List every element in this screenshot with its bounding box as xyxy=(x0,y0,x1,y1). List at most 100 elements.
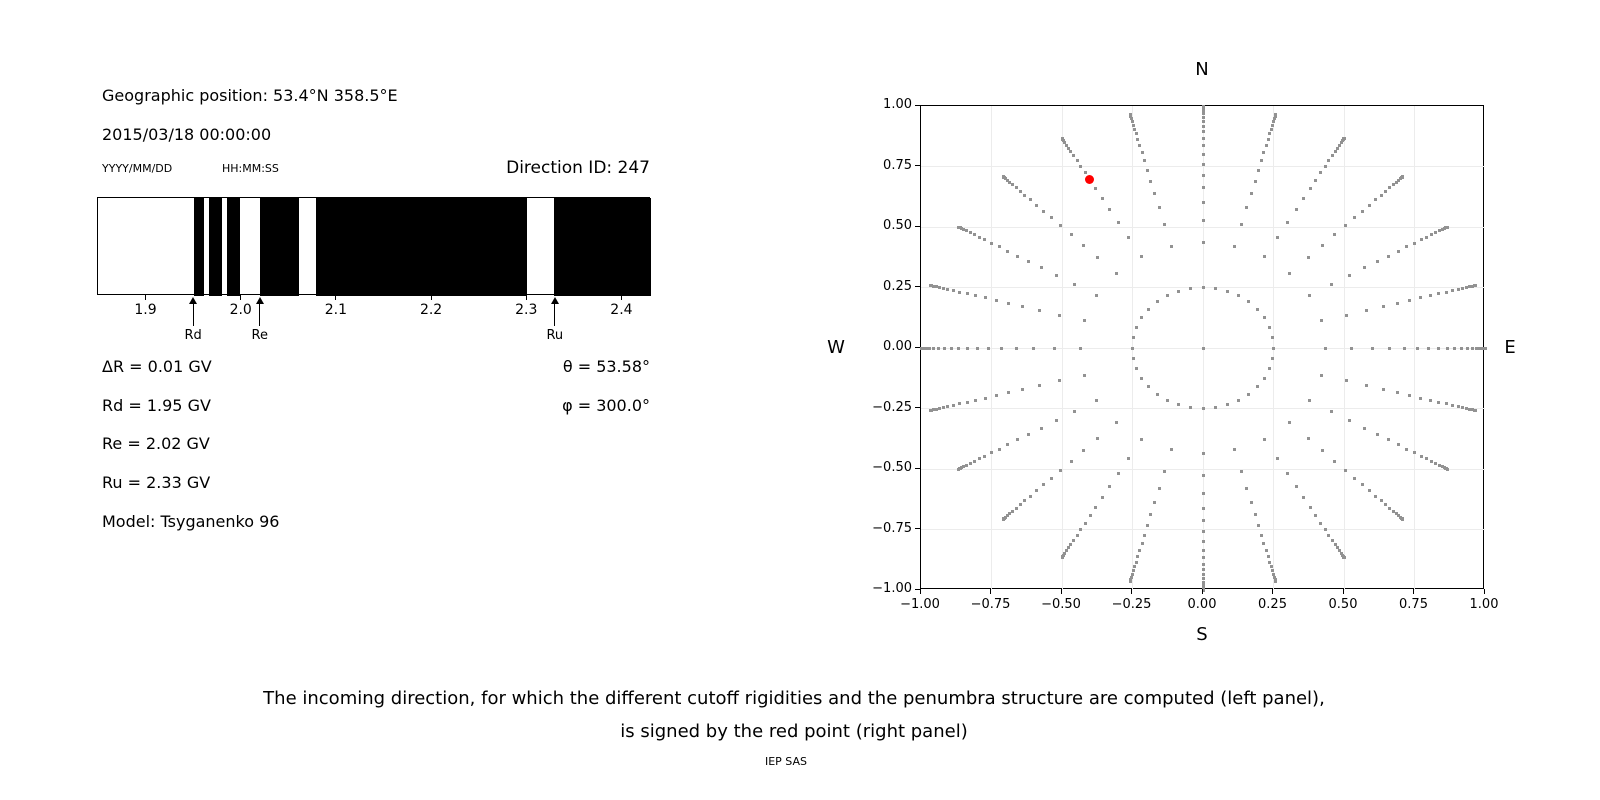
grid-dot xyxy=(1262,376,1266,380)
grid-dot xyxy=(1419,296,1423,300)
grid-dot xyxy=(937,285,941,289)
grid-dot xyxy=(1308,505,1312,509)
grid-dot xyxy=(1333,150,1337,154)
grid-dot xyxy=(1374,494,1378,498)
grid-dot xyxy=(1075,159,1079,163)
grid-dot xyxy=(1201,491,1205,495)
grid-dot xyxy=(1320,373,1324,377)
y-tick-label: 0.50 xyxy=(883,218,912,233)
grid-dot xyxy=(1320,319,1324,323)
grid-dot xyxy=(1288,271,1292,275)
grid-dot xyxy=(983,238,987,242)
grid-dot xyxy=(1157,206,1161,210)
grid-dot xyxy=(965,346,969,350)
grid-dot xyxy=(1459,346,1463,350)
grid-dot xyxy=(1078,346,1082,350)
grid-dot xyxy=(1437,292,1441,296)
grid-dot xyxy=(1256,168,1260,172)
grid-dot xyxy=(1006,514,1010,518)
grid-dot xyxy=(1140,541,1144,545)
delta-r-text: ΔR = 0.01 GV xyxy=(102,357,212,376)
x-tick-label: 2.4 xyxy=(610,302,633,318)
x-tick-mark xyxy=(145,295,147,300)
y-tick-label: 0.00 xyxy=(883,339,912,354)
y-tick-label: 0.25 xyxy=(883,278,912,294)
grid-dot xyxy=(1201,136,1205,140)
grid-dot xyxy=(1034,203,1038,207)
grid-dot xyxy=(1006,249,1010,253)
grid-dot xyxy=(1006,391,1010,395)
geographic-position-text: Geographic position: 53.4°N 358.5°E xyxy=(102,86,398,105)
grid-dot xyxy=(1468,407,1472,411)
grid-dot xyxy=(962,227,966,231)
grid-dot xyxy=(1128,112,1132,116)
grid-dot xyxy=(1321,449,1325,453)
grid-dot xyxy=(1059,468,1063,472)
grid-dot xyxy=(1402,346,1406,350)
grid-dot xyxy=(1338,143,1342,147)
grid-dot xyxy=(1445,346,1449,350)
grid-dot xyxy=(1348,419,1352,423)
grid-dot xyxy=(1236,294,1240,298)
grid-dot xyxy=(1213,406,1217,410)
grid-dot xyxy=(1363,266,1367,270)
grid-dot xyxy=(1468,285,1472,289)
grid-dot xyxy=(1339,551,1343,555)
grid-dot xyxy=(1294,207,1298,211)
x-tick-mark xyxy=(1060,589,1062,594)
grid-dot xyxy=(977,457,981,461)
grid-dot xyxy=(1157,486,1161,490)
grid-dot xyxy=(946,405,950,409)
grid-dot xyxy=(1239,223,1243,227)
model-text: Model: Tsyganenko 96 xyxy=(102,512,280,531)
grid-dot xyxy=(1453,346,1457,350)
grid-dot xyxy=(1132,335,1136,339)
grid-dot xyxy=(1201,573,1205,577)
grid-dot xyxy=(1387,254,1391,258)
grid-dot xyxy=(1308,187,1312,191)
grid-dot xyxy=(1177,403,1181,407)
grid-dot xyxy=(1146,168,1150,172)
grid-dot xyxy=(1060,556,1064,560)
grid-dot xyxy=(1225,289,1229,293)
grid-dot xyxy=(932,284,936,288)
grid-dot xyxy=(1396,443,1400,447)
grid-dot xyxy=(1094,505,1098,509)
grid-dot xyxy=(994,298,998,302)
grid-dot xyxy=(1088,514,1092,518)
grid-dot xyxy=(1245,486,1249,490)
grid-dot xyxy=(1437,463,1441,467)
grid-dot xyxy=(1314,514,1318,518)
grid-dot xyxy=(1394,512,1398,516)
grid-dot xyxy=(1268,132,1272,136)
y-tick-label: −1.00 xyxy=(872,581,912,596)
grid-dot xyxy=(1135,367,1139,371)
grid-dot xyxy=(1255,385,1259,389)
grid-dot xyxy=(1286,220,1290,224)
grid-dot xyxy=(1079,165,1083,168)
grid-dot xyxy=(1267,325,1271,329)
grid-dot xyxy=(960,226,964,230)
grid-dot xyxy=(1319,521,1323,525)
grid-dot xyxy=(960,466,964,470)
forbidden-band xyxy=(194,198,204,296)
grid-dot xyxy=(1364,308,1368,312)
grid-dot xyxy=(1272,572,1276,576)
y-tick-mark xyxy=(915,588,920,590)
grid-dot xyxy=(1302,196,1306,200)
grid-dot xyxy=(1140,316,1144,320)
grid-dot xyxy=(1096,256,1100,260)
grid-dot xyxy=(1396,301,1400,305)
grid-dot xyxy=(1075,533,1079,537)
grid-dot xyxy=(1461,286,1465,290)
grid-dot xyxy=(1095,293,1099,297)
grid-dot xyxy=(1140,437,1144,441)
y-tick-label: 0.75 xyxy=(883,157,912,173)
grid-dot xyxy=(1054,273,1058,277)
grid-dot xyxy=(1028,198,1032,202)
grid-dot xyxy=(1262,316,1266,320)
grid-dot xyxy=(1094,187,1098,191)
grid-dot xyxy=(1014,186,1018,190)
grid-dot xyxy=(1465,285,1469,289)
grid-dot xyxy=(1008,512,1012,516)
